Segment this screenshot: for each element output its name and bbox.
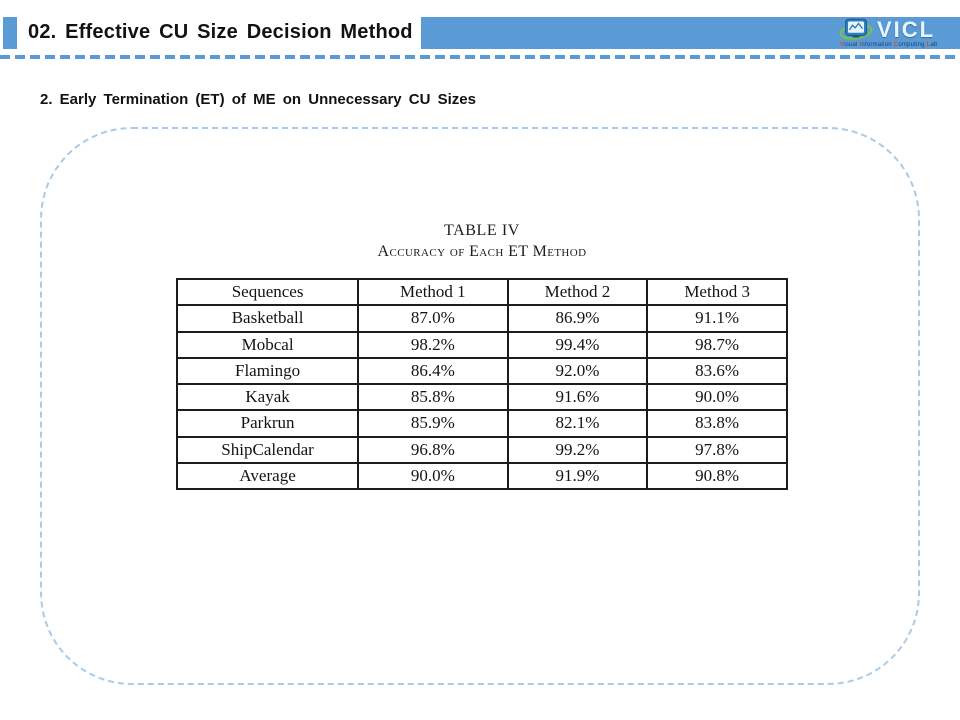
col-header: Method 2 — [506, 277, 649, 307]
value-cell: 90.0% — [357, 461, 509, 491]
monitor-icon — [839, 18, 873, 40]
value-cell: 92.0% — [506, 356, 649, 386]
table-caption-title: Accuracy of Each ET Method — [377, 243, 587, 260]
table-header-row: Sequences Method 1 Method 2 Method 3 — [175, 277, 788, 307]
value-cell: 87.0% — [357, 304, 509, 333]
table-row: Parkrun 85.9% 82.1% 83.8% — [175, 409, 788, 438]
value-cell: 86.9% — [506, 304, 649, 333]
header-accent-square — [3, 17, 17, 49]
value-cell: 91.9% — [506, 461, 649, 491]
value-cell: 99.2% — [506, 435, 649, 464]
value-cell: 98.7% — [646, 330, 788, 359]
value-cell: 97.8% — [646, 435, 788, 464]
logo-tagline: Visual Information Computing Lab — [840, 42, 938, 48]
col-header: Method 3 — [646, 277, 788, 307]
sequence-cell: Parkrun — [175, 409, 360, 438]
value-cell: 91.1% — [646, 304, 788, 333]
table-row: Mobcal 98.2% 99.4% 98.7% — [175, 330, 788, 359]
content-dashed-box — [40, 127, 920, 685]
header-dashed-divider — [0, 55, 960, 59]
logo-wordmark: VICL — [877, 17, 936, 42]
table-caption-number: TABLE IV — [444, 222, 520, 239]
logo-row: VICL — [838, 17, 956, 43]
sequence-cell: ShipCalendar — [175, 435, 360, 464]
table-row: Kayak 85.8% 91.6% 90.0% — [175, 382, 788, 412]
value-cell: 85.9% — [357, 409, 509, 438]
table-row: Basketball 87.0% 86.9% 91.1% — [175, 304, 788, 333]
sequence-cell: Flamingo — [175, 356, 360, 386]
value-cell: 90.8% — [646, 461, 788, 491]
sequence-cell: Basketball — [175, 304, 360, 333]
table-caption: TABLE IV Accuracy of Each ET Method — [176, 222, 788, 261]
slide-title: 02. Effective CU Size Decision Method — [28, 21, 413, 43]
vicl-logo: VICL Visual Information Computing Lab — [838, 17, 956, 49]
value-cell: 96.8% — [357, 435, 509, 464]
value-cell: 82.1% — [506, 409, 649, 438]
value-cell: 91.6% — [506, 382, 649, 412]
col-header: Sequences — [175, 277, 360, 307]
value-cell: 98.2% — [357, 330, 509, 359]
value-cell: 85.8% — [357, 382, 509, 412]
sequence-cell: Mobcal — [175, 330, 360, 359]
sequence-cell: Average — [175, 461, 360, 491]
value-cell: 90.0% — [646, 382, 788, 412]
header-blue-bar: VICL Visual Information Computing Lab — [421, 17, 960, 49]
accuracy-table: Sequences Method 1 Method 2 Method 3 Bas… — [175, 277, 788, 491]
table-row: Average 90.0% 91.9% 90.8% — [175, 461, 788, 491]
table-row: ShipCalendar 96.8% 99.2% 97.8% — [175, 435, 788, 464]
value-cell: 83.8% — [646, 409, 788, 438]
section-subtitle: 2. Early Termination (ET) of ME on Unnec… — [40, 91, 476, 108]
col-header: Method 1 — [357, 277, 509, 307]
sequence-cell: Kayak — [175, 382, 360, 412]
value-cell: 99.4% — [506, 330, 649, 359]
value-cell: 83.6% — [646, 356, 788, 386]
value-cell: 86.4% — [357, 356, 509, 386]
table-row: Flamingo 86.4% 92.0% 83.6% — [175, 356, 788, 386]
